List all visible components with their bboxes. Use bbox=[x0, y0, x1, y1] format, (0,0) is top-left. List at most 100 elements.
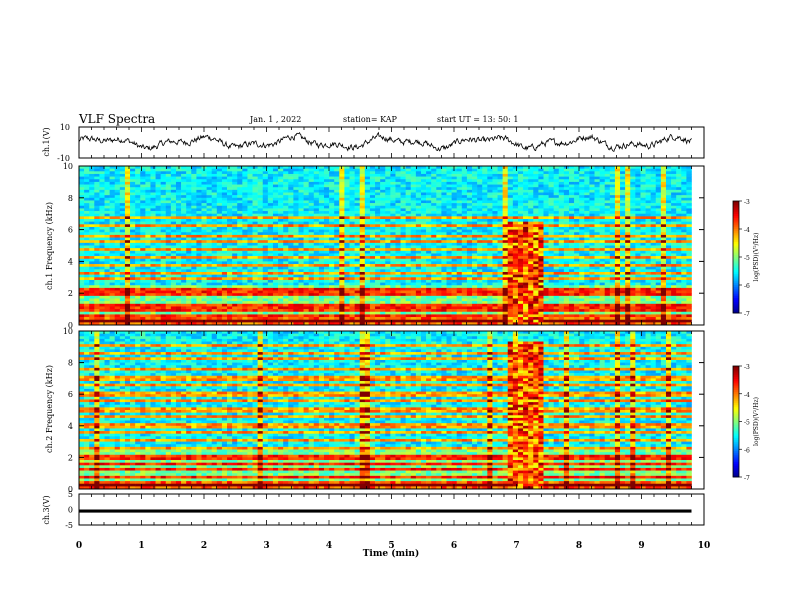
spec-cell bbox=[181, 287, 187, 291]
spec-cell bbox=[104, 195, 110, 199]
spec-cell bbox=[375, 234, 381, 238]
spec-cell bbox=[334, 290, 340, 294]
spec-cell bbox=[237, 203, 243, 207]
spec-cell bbox=[298, 322, 304, 326]
spec-cell bbox=[181, 245, 187, 249]
spec-cell bbox=[410, 309, 417, 313]
spec-cell bbox=[135, 224, 141, 228]
spec-cell bbox=[405, 226, 412, 230]
spec-cell bbox=[344, 166, 350, 169]
spec-cell bbox=[324, 171, 330, 175]
spec-cell bbox=[99, 219, 105, 222]
spec-cell bbox=[227, 290, 233, 294]
spec-cell bbox=[155, 295, 161, 299]
spec-cell bbox=[313, 221, 320, 225]
spec-cell bbox=[272, 237, 279, 241]
spec-cell bbox=[344, 171, 350, 175]
spec-cell bbox=[380, 189, 386, 193]
spec-cell bbox=[436, 219, 442, 222]
spec-cell bbox=[339, 272, 345, 275]
spec-cell bbox=[89, 250, 95, 254]
spec-cell bbox=[201, 279, 207, 283]
spec-cell bbox=[242, 179, 248, 183]
spec-cell bbox=[395, 226, 401, 230]
spec-cell bbox=[211, 197, 218, 201]
spec-cell bbox=[278, 274, 284, 278]
spec-cell bbox=[227, 219, 233, 222]
spec-cell bbox=[181, 189, 187, 193]
spec-cell bbox=[466, 248, 473, 252]
spec-cell bbox=[334, 171, 340, 175]
spec-cell bbox=[216, 261, 223, 265]
spec-cell bbox=[237, 279, 243, 283]
spec-cell bbox=[375, 290, 381, 294]
spec-cell bbox=[324, 317, 330, 320]
spec-cell bbox=[298, 306, 304, 310]
spec-cell bbox=[175, 203, 182, 207]
spec-cell bbox=[441, 317, 447, 320]
spec-cell bbox=[211, 176, 218, 180]
spec-cell bbox=[369, 173, 376, 177]
spec-cell bbox=[492, 189, 498, 193]
spec-cell bbox=[359, 269, 366, 273]
spec-cell bbox=[334, 232, 340, 236]
spec-cell bbox=[385, 171, 391, 175]
spec-cell bbox=[446, 248, 452, 252]
spec-cell bbox=[165, 189, 172, 193]
spec-cell bbox=[201, 293, 207, 297]
spec-cell bbox=[262, 311, 269, 315]
spec-cell bbox=[369, 298, 376, 302]
spec-cell bbox=[114, 197, 121, 201]
spec-cell bbox=[318, 242, 325, 246]
spec-cell bbox=[395, 208, 401, 212]
spec-cell bbox=[487, 256, 493, 260]
spec-cell bbox=[221, 293, 228, 297]
spec-cell bbox=[324, 216, 330, 220]
spec-cell bbox=[262, 258, 269, 262]
spec-cell bbox=[318, 266, 325, 270]
spec-cell bbox=[344, 248, 350, 252]
spec-cell bbox=[339, 279, 345, 283]
spec-cell bbox=[334, 258, 340, 262]
spec-cell bbox=[472, 237, 478, 241]
spec-cell bbox=[410, 221, 417, 225]
spec-cell bbox=[298, 301, 304, 305]
spec-cell bbox=[160, 261, 167, 265]
spec-cell bbox=[170, 211, 177, 214]
spec-cell bbox=[339, 195, 345, 199]
spec-cell bbox=[477, 301, 483, 305]
spec-cell bbox=[390, 279, 396, 283]
spec-cell bbox=[140, 298, 146, 302]
spec-cell bbox=[237, 192, 243, 196]
spec-cell bbox=[175, 216, 182, 220]
spec-cell bbox=[109, 232, 116, 236]
spec-cell bbox=[400, 245, 406, 249]
spec-cell bbox=[456, 200, 463, 204]
spec-cell bbox=[124, 229, 131, 233]
spec-cell bbox=[410, 258, 417, 262]
spec-cell bbox=[344, 216, 350, 220]
spec-cell bbox=[232, 277, 238, 281]
spec-cell bbox=[446, 261, 452, 265]
spec-cell bbox=[482, 317, 488, 320]
spec-cell bbox=[426, 200, 432, 204]
spec-cell bbox=[334, 168, 340, 172]
spec-cell bbox=[339, 168, 345, 172]
spec-cell bbox=[170, 173, 177, 177]
spec-cell bbox=[84, 295, 90, 299]
spec-cell bbox=[165, 197, 172, 201]
spec-cell bbox=[130, 232, 136, 236]
spec-cell bbox=[344, 176, 350, 180]
spec-cell bbox=[267, 250, 274, 254]
spec-cell bbox=[181, 224, 187, 228]
spec-cell bbox=[354, 192, 361, 196]
spec-cell bbox=[477, 309, 483, 313]
spec-cell bbox=[262, 197, 269, 201]
spec-cell bbox=[324, 298, 330, 302]
spec-cell bbox=[135, 192, 141, 196]
spec-cell bbox=[415, 285, 422, 289]
spec-cell bbox=[318, 301, 325, 305]
spec-cell bbox=[349, 282, 355, 286]
spec-cell bbox=[395, 245, 401, 249]
spec-cell bbox=[482, 173, 488, 177]
